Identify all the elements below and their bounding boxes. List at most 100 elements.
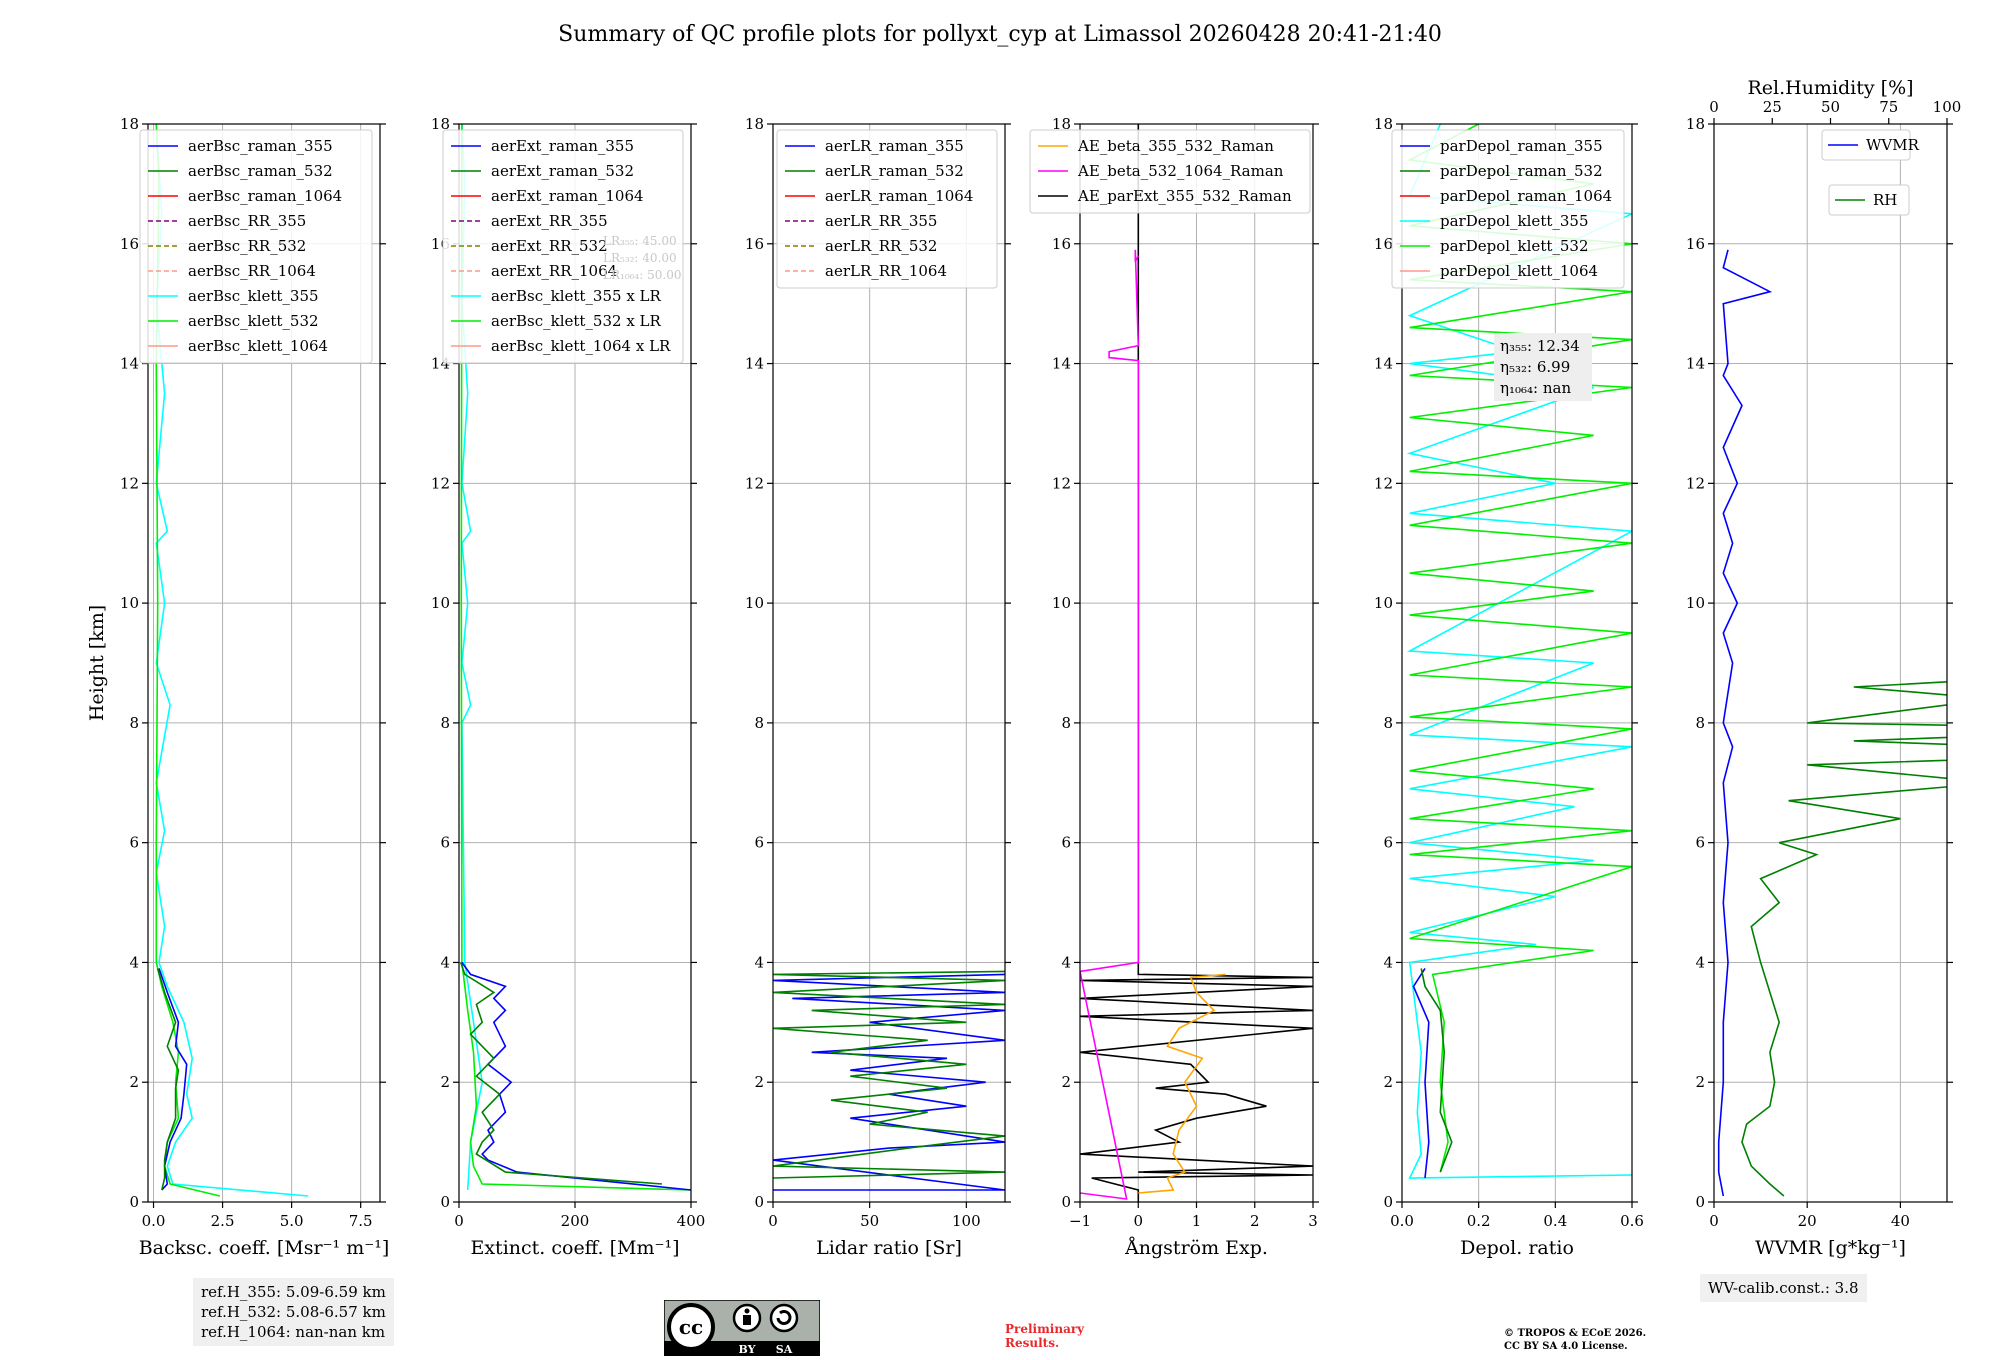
y-tick-label: 8 bbox=[1383, 714, 1393, 732]
wv-calibration-box: WV-calib.const.: 3.8 bbox=[1700, 1274, 1867, 1302]
legend: aerExt_raman_355 aerExt_raman_532 aerExt_r… bbox=[442, 129, 684, 364]
y-tick-label: 4 bbox=[129, 953, 139, 971]
legend: parDepol_raman_355 parDepol_raman_532 parD… bbox=[1391, 129, 1625, 289]
legend-wvmr: WVMR bbox=[1821, 129, 1920, 161]
series-line-aerbsc-raman-532 bbox=[156, 968, 180, 1191]
ref-height-355: ref.H_355: 5.09-6.59 km bbox=[201, 1283, 386, 1301]
series-line-wvmr bbox=[1717, 249, 1773, 1197]
x-tick-label: 0.0 bbox=[1390, 1212, 1414, 1230]
x-tick-label: 0.6 bbox=[1620, 1212, 1644, 1230]
legend-box bbox=[1029, 129, 1311, 214]
eta-annotation: η₅₃₂: 6.99 bbox=[1500, 358, 1570, 376]
x-tick-label: 20 bbox=[1798, 1212, 1817, 1230]
lr-annotation: LR₁₀₆₄: 50.00 bbox=[603, 268, 681, 282]
y-tick-label: 4 bbox=[1061, 953, 1071, 971]
x2-axis-label: Rel.Humidity [%] bbox=[1747, 77, 1913, 99]
legend-label: AE_beta_532_1064_Raman bbox=[1077, 162, 1284, 180]
series-group bbox=[773, 970, 1005, 1191]
x2-tick-label: 75 bbox=[1879, 98, 1898, 116]
legend-label: RH bbox=[1873, 191, 1897, 209]
x-tick-label: 5.0 bbox=[280, 1212, 304, 1230]
sa-label: SA bbox=[776, 1343, 793, 1356]
eta-box bbox=[1494, 333, 1592, 401]
legend-label: aerLR_raman_532 bbox=[825, 162, 964, 180]
cc-license-badge: cc BY SA bbox=[664, 1300, 820, 1356]
legend-label: AE_parExt_355_532_Raman bbox=[1077, 187, 1292, 205]
x-axis-label: WVMR [g*kg⁻¹] bbox=[1755, 1237, 1906, 1259]
legend-label: aerBsc_klett_532 x LR bbox=[491, 312, 662, 330]
panel-3: 0 2 4 6 8 10 12 14 16 18 0 50 100 Lidar ratio [Sr] aer… bbox=[745, 115, 1011, 1259]
y-tick-label: 18 bbox=[1686, 115, 1705, 133]
legend-label: parDepol_raman_1064 bbox=[1440, 187, 1612, 205]
series-line-aerbsc-raman-355 bbox=[158, 968, 188, 1191]
y-tick-label: 2 bbox=[754, 1073, 764, 1091]
x-tick-label: 50 bbox=[860, 1212, 879, 1230]
x2-tick-label: 50 bbox=[1821, 98, 1840, 116]
figure-title: Summary of QC profile plots for pollyxt_… bbox=[558, 22, 1442, 47]
legend-label: parDepol_klett_355 bbox=[1440, 212, 1589, 230]
y-tick-label: 12 bbox=[120, 474, 139, 492]
y-tick-label: 6 bbox=[440, 834, 450, 852]
legend-label: aerExt_raman_355 bbox=[491, 137, 634, 155]
y-tick-label: 10 bbox=[745, 594, 764, 612]
y-tick-label: 2 bbox=[1383, 1073, 1393, 1091]
legend-label: aerBsc_klett_355 x LR bbox=[491, 287, 662, 305]
y-tick-label: 4 bbox=[1695, 953, 1705, 971]
eta-annotation: η₃₅₅: 12.34 bbox=[1500, 337, 1580, 355]
y-tick-label: 18 bbox=[745, 115, 764, 133]
x-tick-label: 0.4 bbox=[1543, 1212, 1567, 1230]
panel-5: 0 2 4 6 8 10 12 14 16 18 0.0 0.2 0.4 0.6 Depol. ratio p… bbox=[1374, 115, 1644, 1259]
x-axis-label: Extinct. coeff. [Mm⁻¹] bbox=[470, 1237, 679, 1259]
y-tick-label: 14 bbox=[120, 355, 139, 373]
legend-box bbox=[1391, 129, 1625, 289]
x-tick-label: 400 bbox=[677, 1212, 706, 1230]
y-tick-label: 18 bbox=[120, 115, 139, 133]
legend-label: aerBsc_klett_355 bbox=[188, 287, 319, 305]
series-group bbox=[155, 124, 309, 1197]
legend-label: aerLR_raman_355 bbox=[825, 137, 964, 155]
series-group bbox=[1406, 124, 1632, 1179]
y-tick-label: 4 bbox=[754, 953, 764, 971]
series-line-pardepol-raman-532 bbox=[1420, 968, 1453, 1173]
y-tick-label: 14 bbox=[745, 355, 764, 373]
series-line-aerlr-raman-532 bbox=[773, 970, 1005, 1179]
y-tick-label: 0 bbox=[1061, 1193, 1071, 1211]
series-line-ae-parext-355-532-raman bbox=[1080, 124, 1313, 1202]
x-tick-label: 0 bbox=[1709, 1212, 1719, 1230]
y-tick-label: 8 bbox=[440, 714, 450, 732]
y-tick-label: 10 bbox=[431, 594, 450, 612]
lr-annotation: LR₅₃₂: 40.00 bbox=[603, 251, 677, 265]
x2-tick-label: 100 bbox=[1933, 98, 1962, 116]
x-tick-label: −1 bbox=[1069, 1212, 1091, 1230]
copyright-note: © TROPOS & ECoE 2026. CC BY SA 4.0 Licen… bbox=[1504, 1327, 1646, 1353]
legend-label: aerExt_raman_1064 bbox=[491, 187, 644, 205]
y-tick-label: 12 bbox=[1052, 474, 1071, 492]
legend-label: aerLR_RR_1064 bbox=[825, 262, 947, 280]
legend-label: aerBsc_raman_355 bbox=[188, 137, 333, 155]
ref-height-1064: ref.H_1064: nan-nan km bbox=[201, 1323, 386, 1341]
y-tick-label: 12 bbox=[745, 474, 764, 492]
legend-label: aerBsc_raman_532 bbox=[188, 162, 333, 180]
y-tick-label: 2 bbox=[129, 1073, 139, 1091]
x-axis-label: Lidar ratio [Sr] bbox=[816, 1237, 962, 1259]
cc-logo-text: cc bbox=[679, 1315, 703, 1339]
x2-tick-label: 0 bbox=[1709, 98, 1719, 116]
y-tick-label: 18 bbox=[1052, 115, 1071, 133]
y-tick-label: 2 bbox=[1695, 1073, 1705, 1091]
y-tick-label: 4 bbox=[1383, 953, 1393, 971]
legend-label: aerBsc_raman_1064 bbox=[188, 187, 342, 205]
y-tick-label: 2 bbox=[440, 1073, 450, 1091]
legend-rh: RH bbox=[1828, 184, 1910, 216]
x-tick-label: 0 bbox=[1133, 1212, 1143, 1230]
legend-label: WVMR bbox=[1866, 136, 1920, 154]
ref-height-532: ref.H_532: 5.08-6.57 km bbox=[201, 1303, 386, 1321]
legend-label: aerLR_RR_355 bbox=[825, 212, 937, 230]
y-tick-label: 6 bbox=[1061, 834, 1071, 852]
y-tick-label: 0 bbox=[1695, 1193, 1705, 1211]
y-tick-label: 16 bbox=[1686, 235, 1705, 253]
x-axis-label: Backsc. coeff. [Msr⁻¹ m⁻¹] bbox=[139, 1237, 390, 1259]
y-tick-label: 10 bbox=[120, 594, 139, 612]
x-axis-label: Ångström Exp. bbox=[1124, 1237, 1268, 1259]
